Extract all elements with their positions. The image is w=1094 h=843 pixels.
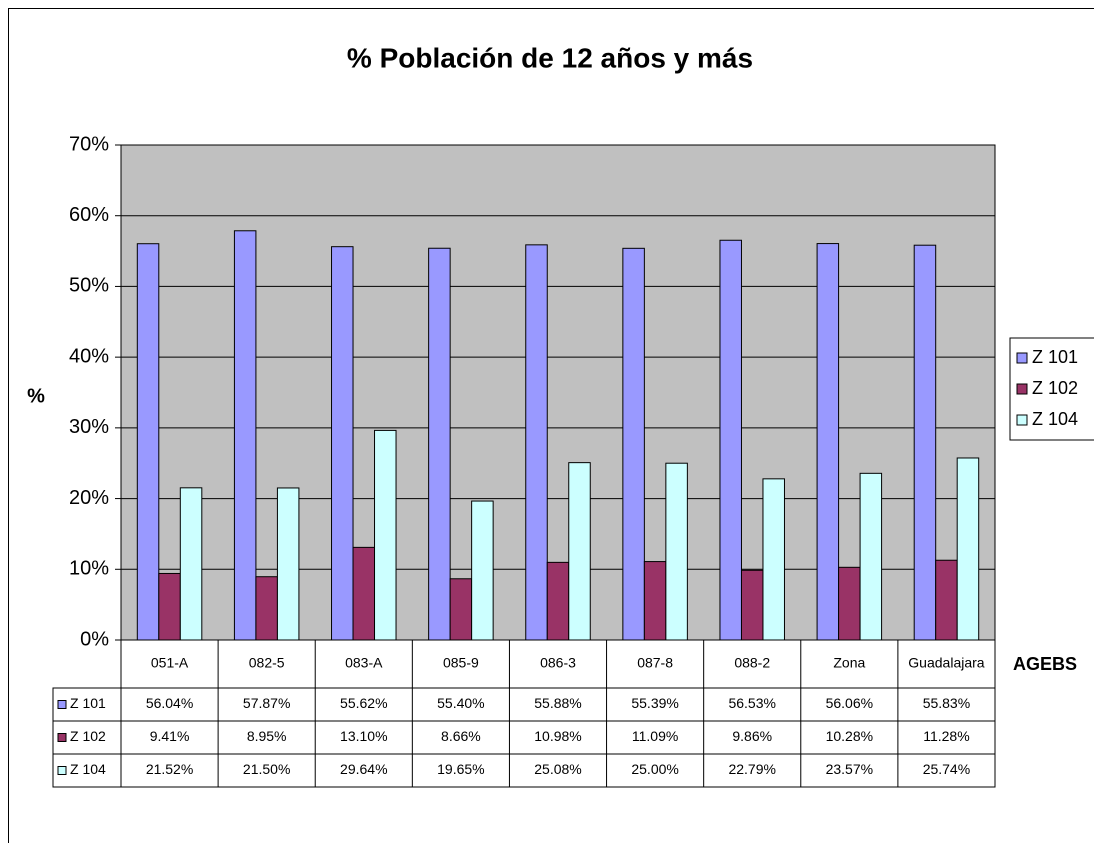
y-tick-label: 0% xyxy=(80,628,109,650)
table-row-label: Z 102 xyxy=(70,728,106,744)
bar xyxy=(838,566,861,641)
bar xyxy=(471,500,494,641)
table-value: 22.79% xyxy=(728,761,775,777)
x-tick-label: Guadalajara xyxy=(908,655,984,671)
bar xyxy=(762,478,785,641)
legend-label: Z 104 xyxy=(1032,409,1078,429)
x-tick-label: 086-3 xyxy=(540,655,576,671)
table-legend-key xyxy=(57,700,67,709)
bar xyxy=(913,244,937,641)
bar xyxy=(546,561,570,641)
bar xyxy=(568,462,591,641)
table-value: 25.74% xyxy=(923,761,970,777)
chart-title: % Población de 12 años y más xyxy=(347,42,753,73)
bar xyxy=(935,559,958,641)
bar xyxy=(816,243,840,641)
table-value: 11.28% xyxy=(923,728,969,744)
x-tick-label: 085-9 xyxy=(443,655,479,671)
bar xyxy=(859,472,883,641)
chart-frame xyxy=(8,8,1094,843)
y-tick-label: 40% xyxy=(69,345,109,367)
bar xyxy=(374,429,397,641)
x-tick-label: 087-8 xyxy=(637,655,673,671)
table-value: 9.86% xyxy=(732,728,772,744)
bar xyxy=(179,487,203,641)
bar xyxy=(449,578,473,641)
legend-label: Z 101 xyxy=(1032,347,1078,367)
table-value: 8.66% xyxy=(441,728,481,744)
table-value: 9.41% xyxy=(150,728,190,744)
x-tick-label: 051-A xyxy=(151,655,189,671)
table-value: 56.06% xyxy=(826,695,873,711)
table-value: 8.95% xyxy=(247,728,287,744)
table-legend-key xyxy=(57,733,67,742)
y-tick-label: 70% xyxy=(69,133,109,155)
x-tick-label: Zona xyxy=(833,655,865,671)
y-tick-label: 30% xyxy=(69,416,109,438)
y-tick-label: 20% xyxy=(69,487,109,509)
table-value: 13.10% xyxy=(340,728,387,744)
bar xyxy=(956,457,980,641)
x-tick-label: 082-5 xyxy=(249,655,285,671)
bar xyxy=(622,247,645,641)
legend-key xyxy=(1016,352,1028,364)
y-tick-label: 50% xyxy=(69,275,109,297)
table-value: 25.00% xyxy=(631,761,678,777)
bar xyxy=(352,546,376,641)
bar xyxy=(158,572,181,641)
table-value: 21.50% xyxy=(243,761,290,777)
table-value: 11.09% xyxy=(632,728,678,744)
table-value: 21.52% xyxy=(146,761,193,777)
table-value: 10.28% xyxy=(826,728,873,744)
x-tick-label: 083-A xyxy=(345,655,383,671)
legend-key xyxy=(1016,414,1028,426)
bar xyxy=(525,244,548,641)
bar xyxy=(331,246,354,641)
x-tick-label: 088-2 xyxy=(734,655,770,671)
y-axis-label: % xyxy=(27,385,45,407)
bar xyxy=(428,247,451,641)
y-tick-label: 60% xyxy=(69,204,109,226)
bar xyxy=(665,462,688,641)
y-tick-label: 10% xyxy=(69,558,109,580)
bar xyxy=(643,561,667,641)
table-value: 56.04% xyxy=(146,695,193,711)
table-row-label: Z 104 xyxy=(70,761,106,777)
legend-label: Z 102 xyxy=(1032,378,1078,398)
table-value: 10.98% xyxy=(534,728,581,744)
table-value: 55.62% xyxy=(340,695,387,711)
x-axis-label: AGEBS xyxy=(1013,654,1077,674)
table-value: 25.08% xyxy=(534,761,581,777)
bar xyxy=(719,239,742,641)
table-legend-key xyxy=(57,766,67,775)
table-value: 29.64% xyxy=(340,761,387,777)
bar xyxy=(740,569,764,641)
table-row-label: Z 101 xyxy=(70,695,106,711)
bar xyxy=(255,576,278,641)
bar xyxy=(136,243,160,641)
table-value: 55.39% xyxy=(631,695,678,711)
bar xyxy=(276,487,300,641)
table-value: 23.57% xyxy=(826,761,873,777)
table-value: 55.40% xyxy=(437,695,484,711)
legend-key xyxy=(1016,383,1028,395)
table-value: 55.83% xyxy=(923,695,970,711)
bar xyxy=(233,230,257,641)
table-value: 19.65% xyxy=(437,761,484,777)
table-value: 55.88% xyxy=(534,695,581,711)
table-value: 56.53% xyxy=(728,695,775,711)
table-value: 57.87% xyxy=(243,695,290,711)
